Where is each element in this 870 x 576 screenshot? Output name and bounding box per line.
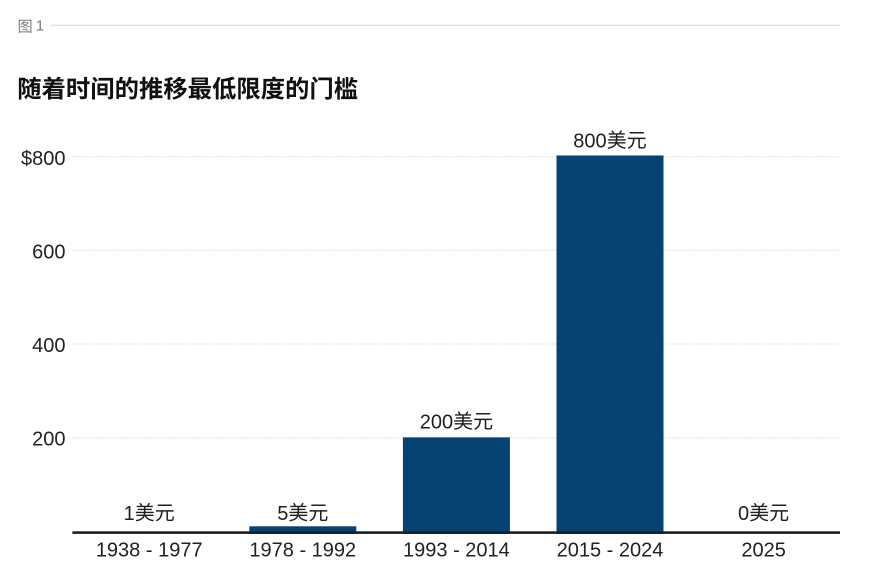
svg-text:1: 1 xyxy=(36,17,44,34)
svg-text:$800: $800 xyxy=(21,148,66,170)
svg-text:0: 0 xyxy=(738,503,749,525)
svg-text:1993 - 2014: 1993 - 2014 xyxy=(403,539,510,561)
svg-text:200: 200 xyxy=(32,429,65,451)
svg-text:5: 5 xyxy=(277,503,288,525)
svg-text:800: 800 xyxy=(573,130,606,152)
svg-text:1978 - 1992: 1978 - 1992 xyxy=(249,539,356,561)
svg-text:2025: 2025 xyxy=(741,539,786,561)
svg-text:600: 600 xyxy=(32,241,65,263)
svg-text:2015 - 2024: 2015 - 2024 xyxy=(557,539,664,561)
svg-text:200: 200 xyxy=(420,411,453,433)
svg-text:400: 400 xyxy=(32,335,65,357)
svg-text:1: 1 xyxy=(124,503,135,525)
svg-text:1938 - 1977: 1938 - 1977 xyxy=(96,539,203,561)
